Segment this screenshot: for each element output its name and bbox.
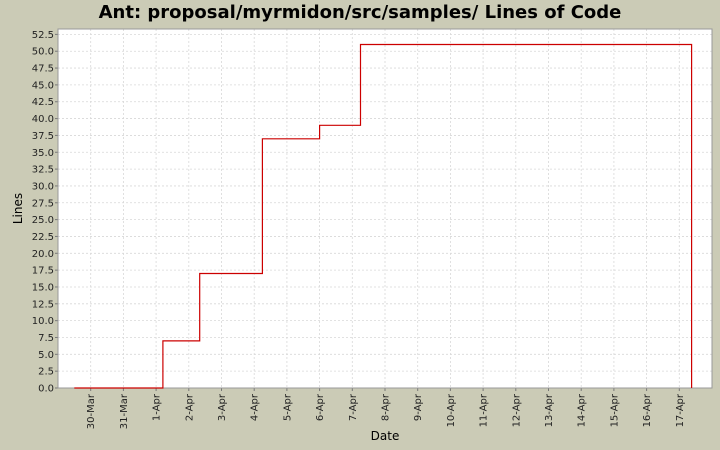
- y-tick-label: 15.0: [32, 282, 54, 293]
- chart-title: Ant: proposal/myrmidon/src/samples/ Line…: [98, 2, 622, 23]
- y-tick-label: 20.0: [32, 249, 54, 260]
- y-tick-label: 50.0: [32, 47, 54, 58]
- x-tick-label: 7-Apr: [348, 393, 359, 421]
- x-axis-label: Date: [371, 429, 400, 443]
- x-tick-label: 9-Apr: [413, 393, 424, 421]
- x-tick-label: 3-Apr: [217, 393, 228, 421]
- x-tick-label: 4-Apr: [250, 393, 261, 421]
- y-tick-label: 32.5: [32, 165, 54, 176]
- y-tick-label: 5.0: [38, 350, 54, 361]
- y-tick-label: 45.0: [32, 80, 54, 91]
- y-tick-label: 52.5: [32, 30, 54, 41]
- x-tick-label: 15-Apr: [609, 393, 620, 427]
- x-tick-label: 2-Apr: [184, 393, 195, 421]
- y-tick-label: 25.0: [32, 215, 54, 226]
- x-tick-label: 30-Mar: [86, 393, 97, 429]
- y-tick-label: 40.0: [32, 114, 54, 125]
- x-tick-label: 12-Apr: [511, 393, 522, 427]
- x-tick-label: 1-Apr: [152, 393, 163, 421]
- y-tick-label: 42.5: [32, 97, 54, 108]
- y-tick-label: 7.5: [38, 333, 54, 344]
- y-tick-label: 0.0: [38, 384, 54, 395]
- x-tick-label: 17-Apr: [675, 393, 686, 427]
- x-tick-label: 16-Apr: [642, 393, 653, 427]
- x-tick-label: 13-Apr: [544, 393, 555, 427]
- y-tick-label: 35.0: [32, 148, 54, 159]
- y-tick-label: 27.5: [32, 198, 54, 209]
- y-tick-label: 22.5: [32, 232, 54, 243]
- x-tick-label: 10-Apr: [446, 393, 457, 427]
- x-tick-label: 8-Apr: [381, 393, 392, 421]
- plot-area: [58, 29, 712, 388]
- x-tick-label: 31-Mar: [119, 393, 130, 429]
- y-axis-label: Lines: [11, 193, 25, 224]
- y-tick-label: 2.5: [38, 367, 54, 378]
- series-line: [74, 43, 693, 389]
- x-tick-label: 5-Apr: [282, 393, 293, 421]
- y-tick-label: 10.0: [32, 316, 54, 327]
- plot-border: [57, 28, 713, 389]
- y-tick-label: 12.5: [32, 299, 54, 310]
- x-tick-label: 6-Apr: [315, 393, 326, 421]
- x-tick-label: 14-Apr: [577, 393, 588, 427]
- y-tick-label: 17.5: [32, 266, 54, 277]
- y-tick-label: 47.5: [32, 64, 54, 75]
- y-tick-label: 37.5: [32, 131, 54, 142]
- y-tick-label: 30.0: [32, 181, 54, 192]
- x-tick-label: 11-Apr: [479, 393, 490, 427]
